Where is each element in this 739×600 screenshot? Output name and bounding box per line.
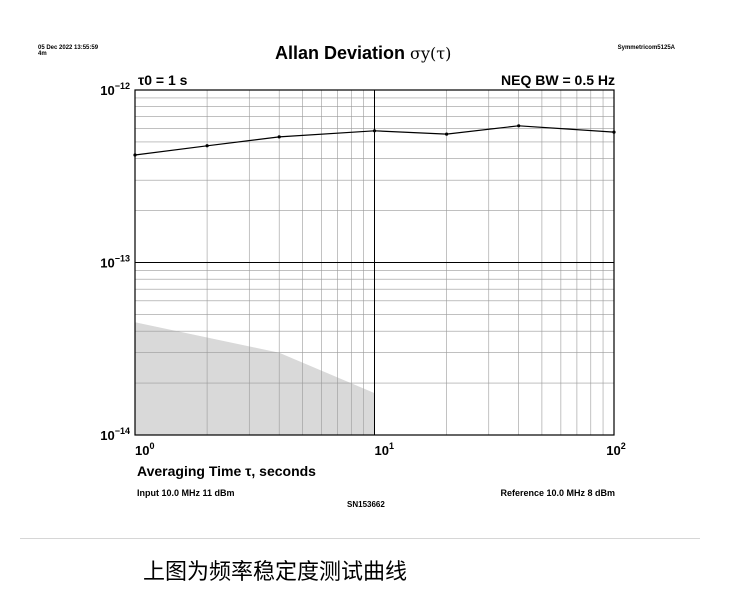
noise-floor-region: [135, 322, 375, 435]
x-axis-label: Averaging Time τ, seconds: [137, 463, 316, 479]
date-stamp: 05 Dec 2022 13:55:59: [38, 45, 99, 51]
instrument-label: Symmetricom5125A: [617, 45, 675, 51]
x-tick-label: 101: [375, 441, 394, 458]
adev-data-point: [277, 135, 281, 139]
adev-data-point: [444, 132, 449, 136]
figure-caption: 上图为频率稳定度测试曲线: [143, 560, 408, 585]
adev-data-point: [517, 124, 521, 128]
x-tick-label: 100: [135, 441, 154, 458]
duration-stamp: 4m: [38, 51, 47, 57]
reference-info: Reference 10.0 MHz 8 dBm: [500, 488, 615, 498]
tau0-annotation: τ0 = 1 s: [138, 72, 188, 88]
bandwidth-annotation: NEQ BW = 0.5 Hz: [501, 72, 615, 88]
adev-data-point: [372, 129, 377, 133]
figure-frame: [20, 18, 700, 539]
serial-number: SN153662: [347, 500, 385, 509]
y-tick-label: 10−14: [100, 426, 130, 443]
plot-area-frame: [134, 89, 615, 436]
input-info: Input 10.0 MHz 11 dBm: [137, 488, 235, 498]
y-tick-label: 10−13: [100, 254, 130, 271]
x-tick-label: 102: [606, 441, 625, 458]
chart-title-symbol: σy(τ): [410, 44, 452, 63]
y-tick-label: 10−12: [100, 81, 130, 98]
chart-title: Allan Deviation σy(τ): [275, 43, 451, 64]
adev-data-point: [205, 144, 209, 148]
chart-title-text: Allan Deviation: [275, 43, 406, 63]
